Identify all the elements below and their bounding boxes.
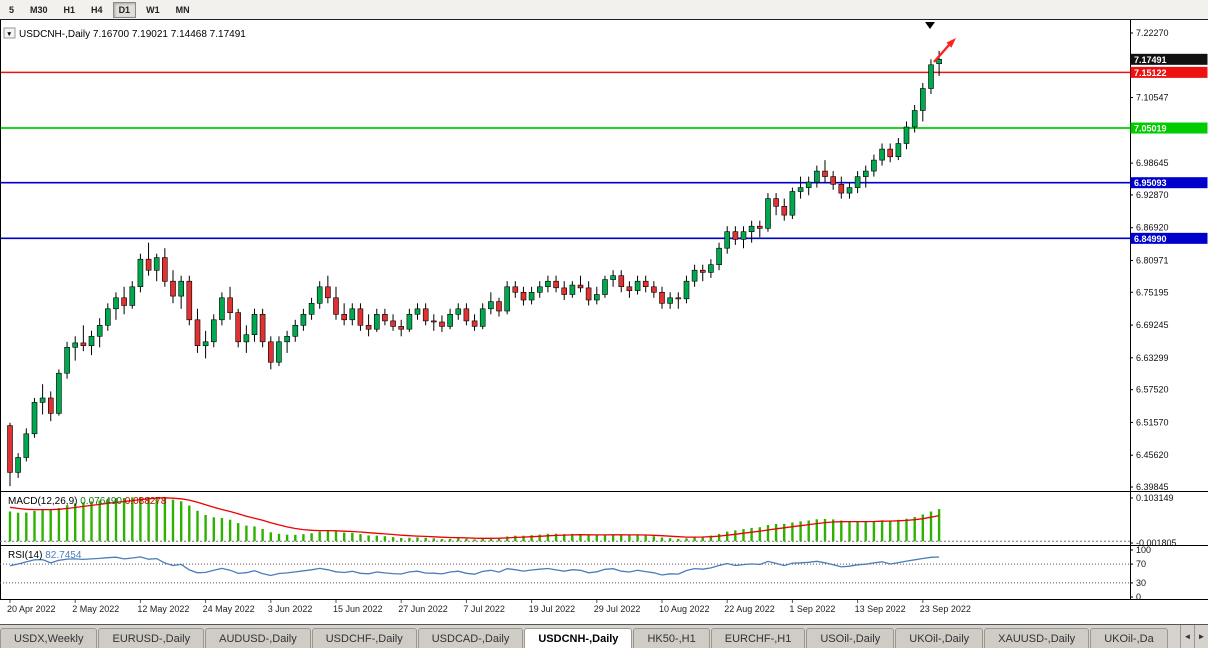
trend-arrow-head-icon (946, 38, 956, 48)
price-chart-canvas[interactable]: ▼ USDCNH-,Daily 7.16700 7.19021 7.14468 7… (0, 20, 1208, 624)
price-tick-label: 6.63299 (1136, 353, 1169, 363)
top-marker-icon (925, 22, 935, 29)
date-label: 29 Jul 2022 (594, 604, 641, 614)
chart-ohlc-title: ▼ USDCNH-,Daily 7.16700 7.19021 7.14468 7… (3, 27, 246, 40)
current-price-price-label: 7.17491 (1134, 55, 1167, 65)
chart-tab-audusd-daily[interactable]: AUDUSD-,Daily (205, 628, 311, 648)
date-label: 12 May 2022 (137, 604, 189, 614)
tab-scroll-buttons: ◄ ► (1180, 625, 1208, 648)
date-label: 20 Apr 2022 (7, 604, 56, 614)
price-axis[interactable]: 7.22270 7.10547 6.98645 6.92870 6.86920 6.809… (1130, 28, 1208, 492)
timeframe-button-mn[interactable]: MN (175, 4, 190, 15)
timeframe-button-h4[interactable]: H4 (91, 4, 103, 15)
date-label: 19 Jul 2022 (529, 604, 576, 614)
support-line-1-price-badge (1130, 122, 1208, 134)
date-label: 10 Aug 2022 (659, 604, 710, 614)
date-axis[interactable]: 20 Apr 2022 2 May 2022 12 May 2022 24 May 2… (7, 600, 971, 614)
macd-axis-top-label: 0.103149 (1136, 493, 1174, 503)
price-tick-label: 7.22270 (1136, 28, 1169, 38)
timeframe-button-w1[interactable]: W1 (146, 4, 160, 15)
price-tick-label: 6.69245 (1136, 320, 1169, 330)
price-tick-label: 6.92870 (1136, 190, 1169, 200)
timeframe-button-h1[interactable]: H1 (63, 4, 76, 15)
support-line-1-price-label: 7.05019 (1134, 124, 1167, 134)
chart-tab-ukoil-da[interactable]: UKOil-,Da (1090, 628, 1168, 648)
macd-axis-bottom-label: -0.001805 (1136, 538, 1177, 548)
price-tick-label: 6.86920 (1136, 223, 1169, 233)
rsi-pane[interactable]: RSI(14) 82.7454 100 70 30 0 (0, 545, 1151, 602)
timeframe-button-m30[interactable]: M30 (30, 4, 48, 15)
timeframe-toolbar: 5 M30 H1 H4 D1 W1 MN (0, 0, 1208, 20)
macd-pane[interactable]: MACD(12,26,9) 0.076490 0.088278 0.103149 -… (0, 493, 1177, 548)
date-label: 15 Jun 2022 (333, 604, 383, 614)
date-label: 22 Aug 2022 (724, 604, 775, 614)
chart-title-text: USDCNH-,Daily 7.16700 7.19021 7.14468 7.… (19, 29, 246, 40)
date-label: 2 May 2022 (72, 604, 119, 614)
candles-layer (7, 50, 942, 487)
macd-signal-line (9, 497, 940, 539)
date-label: 7 Jul 2022 (463, 604, 505, 614)
chart-tab-usdx-weekly[interactable]: USDX,Weekly (0, 628, 98, 648)
timeframe-button-d1[interactable]: D1 (112, 1, 137, 18)
date-label: 1 Sep 2022 (789, 604, 835, 614)
date-label: 23 Sep 2022 (920, 604, 971, 614)
chart-tab-usdcnh-daily[interactable]: USDCNH-,Daily (524, 628, 633, 648)
date-label: 24 May 2022 (203, 604, 255, 614)
symbol-dropdown-icon[interactable]: ▼ (6, 31, 12, 38)
support-line-3-price-badge (1130, 232, 1208, 244)
rsi-line (9, 556, 940, 577)
symbol-dropdown-button[interactable] (3, 27, 16, 39)
date-label: 3 Jun 2022 (268, 604, 313, 614)
chart-area: ▼ USDCNH-,Daily 7.16700 7.19021 7.14468 7… (0, 20, 1208, 624)
tab-scroll-left-icon[interactable]: ◄ (1180, 625, 1194, 648)
chart-tab-eurusd-daily[interactable]: EURUSD-,Daily (98, 628, 205, 648)
price-tick-label: 6.75195 (1136, 287, 1169, 297)
support-line-2-price-label: 6.95093 (1134, 178, 1167, 188)
price-tick-label: 6.45620 (1136, 450, 1169, 460)
horizontal-level-lines[interactable] (0, 71, 1130, 240)
rsi-axis-label-70: 70 (1136, 559, 1146, 569)
chart-tab-hk50-h1[interactable]: HK50-,H1 (633, 628, 710, 648)
price-tick-label: 6.51570 (1136, 417, 1169, 427)
current-price-price-badge (1130, 53, 1208, 65)
chart-background (0, 20, 1208, 624)
date-label: 27 Jun 2022 (398, 604, 448, 614)
price-tick-label: 6.57520 (1136, 385, 1169, 395)
chart-tab-usdchf-daily[interactable]: USDCHF-,Daily (311, 628, 417, 648)
chart-tab-eurchf-h1[interactable]: EURCHF-,H1 (710, 628, 806, 648)
price-tick-label: 6.39845 (1136, 482, 1169, 492)
pane-frames (0, 20, 1208, 600)
rsi-label: RSI(14) 82.7454 (8, 550, 82, 561)
chart-tab-xauusd-daily[interactable]: XAUUSD-,Daily (984, 628, 1090, 648)
resistance-line-price-badge (1130, 66, 1208, 78)
rsi-axis-label-100: 100 (1136, 545, 1151, 555)
support-line-2-price-badge (1130, 177, 1208, 189)
macd-label: MACD(12,26,9) 0.076490 0.088278 (8, 496, 167, 507)
resistance-line-price-label: 7.15122 (1134, 68, 1167, 78)
support-line-3-price-label: 6.84990 (1134, 234, 1167, 244)
chart-tab-usdcad-daily[interactable]: USDCAD-,Daily (417, 628, 524, 648)
chart-tab-usoil-daily[interactable]: USOil-,Daily (806, 628, 895, 648)
date-label: 13 Sep 2022 (855, 604, 906, 614)
price-tick-label: 6.98645 (1136, 158, 1169, 168)
rsi-axis-label-30: 30 (1136, 578, 1146, 588)
chart-tab-ukoil-daily[interactable]: UKOil-,Daily (895, 628, 984, 648)
annotations-layer (925, 22, 956, 63)
tab-scroll-right-icon[interactable]: ► (1194, 625, 1208, 648)
rsi-axis-label-0: 0 (1136, 592, 1141, 602)
chart-tabs-bar: USDX,Weekly EURUSD-,Daily AUDUSD-,Daily USD… (0, 624, 1208, 648)
price-tick-label: 7.10547 (1136, 93, 1169, 103)
price-tick-label: 6.80971 (1136, 255, 1169, 265)
timeframe-button-5[interactable]: 5 (9, 4, 15, 15)
trend-arrow-line[interactable] (933, 44, 950, 63)
